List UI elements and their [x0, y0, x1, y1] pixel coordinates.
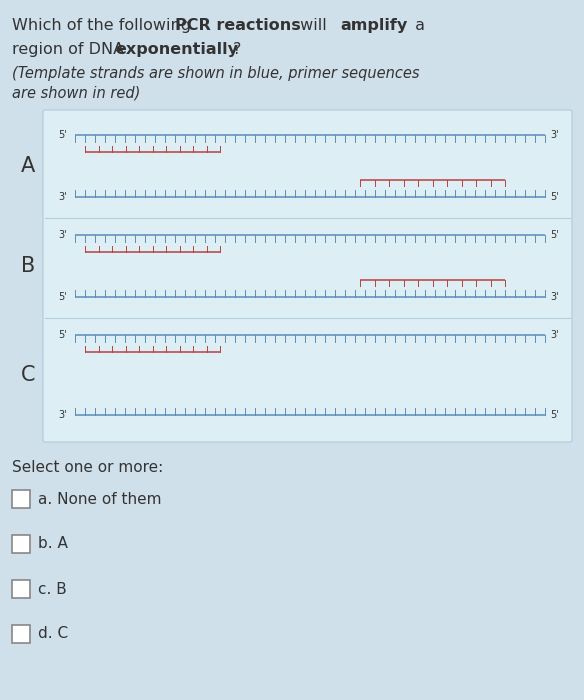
Text: A: A — [21, 156, 35, 176]
Text: 5': 5' — [550, 410, 559, 420]
Text: Select one or more:: Select one or more: — [12, 460, 164, 475]
Text: Which of the following: Which of the following — [12, 18, 196, 33]
Text: c. B: c. B — [38, 582, 67, 596]
Text: B: B — [21, 256, 35, 276]
Bar — [12, 580, 30, 598]
Text: 3': 3' — [58, 230, 67, 240]
Text: are shown in red): are shown in red) — [12, 85, 140, 100]
Text: 5': 5' — [58, 130, 67, 140]
Text: region of DNA: region of DNA — [12, 42, 129, 57]
Text: C: C — [21, 365, 35, 385]
Text: 5': 5' — [58, 330, 67, 340]
Text: ?: ? — [233, 42, 241, 57]
Text: a: a — [410, 18, 425, 33]
Bar — [12, 490, 30, 508]
Text: 3': 3' — [550, 330, 559, 340]
Text: exponentially: exponentially — [115, 42, 238, 57]
Text: a. None of them: a. None of them — [38, 491, 162, 507]
Text: 3': 3' — [550, 292, 559, 302]
Text: b. A: b. A — [38, 536, 68, 552]
Text: 5': 5' — [550, 230, 559, 240]
Text: 5': 5' — [58, 292, 67, 302]
Text: amplify: amplify — [340, 18, 407, 33]
Text: PCR reactions: PCR reactions — [175, 18, 301, 33]
Bar — [12, 625, 30, 643]
Text: (Template strands are shown in blue, primer sequences: (Template strands are shown in blue, pri… — [12, 66, 419, 81]
Text: 3': 3' — [58, 192, 67, 202]
Text: d. C: d. C — [38, 626, 68, 641]
Bar — [12, 535, 30, 553]
FancyBboxPatch shape — [43, 110, 572, 442]
Text: will: will — [295, 18, 332, 33]
Text: 3': 3' — [550, 130, 559, 140]
Text: 5': 5' — [550, 192, 559, 202]
Text: 3': 3' — [58, 410, 67, 420]
